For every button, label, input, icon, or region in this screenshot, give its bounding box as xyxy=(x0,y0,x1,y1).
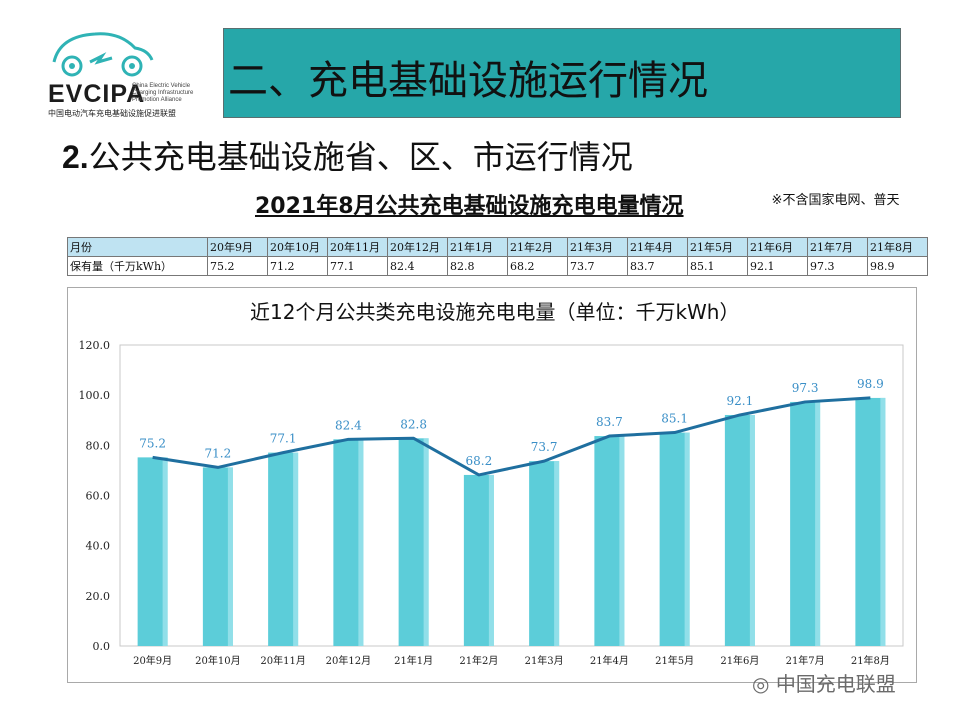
value-cell: 68.2 xyxy=(507,256,568,276)
bar-highlight xyxy=(880,397,886,646)
data-label: 68.2 xyxy=(466,454,493,468)
bar-highlight xyxy=(293,452,299,646)
month-cell: 21年7月 xyxy=(807,237,868,257)
value-cell: 92.1 xyxy=(747,256,808,276)
y-tick-label: 20.0 xyxy=(86,590,111,603)
section-number: 2. xyxy=(62,139,89,175)
value-cell: 82.4 xyxy=(387,256,448,276)
month-cell: 21年1月 xyxy=(447,237,508,257)
table-note: ※不含国家电网、普天 xyxy=(771,193,900,208)
evcipa-logo xyxy=(40,22,200,122)
y-tick-label: 60.0 xyxy=(86,490,111,503)
value-cell: 77.1 xyxy=(327,256,388,276)
x-tick-label: 21年4月 xyxy=(590,654,629,667)
plot-area xyxy=(119,344,904,647)
value-cell: 98.9 xyxy=(867,256,928,276)
logo-name: EVCIPA xyxy=(48,80,146,108)
bar-highlight xyxy=(749,414,755,646)
slide-title: 二、充电基础设施运行情况 xyxy=(228,58,708,104)
y-tick-label: 100.0 xyxy=(79,389,111,402)
x-tick-label: 20年10月 xyxy=(195,654,240,667)
x-tick-label: 21年1月 xyxy=(394,654,433,667)
table-row: 保有量（千万kWh） 75.2 71.2 77.1 82.4 82.8 68.2… xyxy=(67,256,928,276)
value-cell: 82.8 xyxy=(447,256,508,276)
data-label: 98.9 xyxy=(857,377,884,391)
bar-highlight xyxy=(619,436,625,646)
month-cell: 20年12月 xyxy=(387,237,448,257)
section-heading: 2.公共充电基础设施省、区、市运行情况 xyxy=(62,132,633,178)
wechat-icon: ◎ xyxy=(752,672,770,696)
data-label: 75.2 xyxy=(139,436,166,450)
bar-highlight xyxy=(815,401,821,646)
value-cell: 85.1 xyxy=(687,256,748,276)
data-label: 82.4 xyxy=(335,418,362,432)
bar-highlight xyxy=(423,438,429,646)
x-tick-label: 21年7月 xyxy=(786,654,825,667)
y-tick-label: 80.0 xyxy=(86,439,111,452)
row-label-month: 月份 xyxy=(67,237,208,257)
y-tick-label: 40.0 xyxy=(86,540,111,553)
bar-highlight xyxy=(227,467,233,646)
x-tick-label: 20年12月 xyxy=(326,654,371,667)
month-cell: 21年6月 xyxy=(747,237,808,257)
section-title: 公共充电基础设施省、区、市运行情况 xyxy=(88,138,633,176)
data-label: 73.7 xyxy=(531,440,558,454)
x-tick-label: 20年9月 xyxy=(133,654,172,667)
x-tick-label: 21年2月 xyxy=(459,654,498,667)
data-label: 97.3 xyxy=(792,381,819,395)
series-line xyxy=(152,396,871,477)
data-label: 77.1 xyxy=(270,432,297,446)
bar-highlight xyxy=(684,432,690,646)
chart-title: 近12个月公共类充电设施充电电量（单位：千万kWh） xyxy=(250,300,740,324)
watermark: ◎ 中国充电联盟 xyxy=(752,668,896,697)
x-tick-label: 21年3月 xyxy=(525,654,564,667)
x-tick-label: 21年6月 xyxy=(720,654,759,667)
bar-highlight xyxy=(554,461,560,646)
table-title: 2021年8月公共充电基础设施充电电量情况 xyxy=(255,194,684,219)
y-tick-label: 120.0 xyxy=(79,339,111,352)
month-cell: 20年10月 xyxy=(267,237,328,257)
month-cell: 21年2月 xyxy=(507,237,568,257)
table-row: 月份 20年9月 20年10月 20年11月 20年12月 21年1月 21年2… xyxy=(67,237,928,257)
data-label: 85.1 xyxy=(661,412,688,426)
data-label: 83.7 xyxy=(596,415,623,429)
month-cell: 20年11月 xyxy=(327,237,388,257)
data-label: 71.2 xyxy=(205,446,232,460)
value-cell: 83.7 xyxy=(627,256,688,276)
title-bar xyxy=(223,28,901,118)
bar-highlight xyxy=(488,474,494,646)
month-cell: 21年5月 xyxy=(687,237,748,257)
watermark-text: 中国充电联盟 xyxy=(775,672,896,696)
row-label-volume: 保有量（千万kWh） xyxy=(67,256,208,276)
logo-subtitle: China Electric Vehicle Charging Infrastr… xyxy=(132,83,194,103)
value-cell: 75.2 xyxy=(207,256,268,276)
bar-highlight xyxy=(358,439,364,646)
logo-chinese-name: 中国电动汽车充电基础设施促进联盟 xyxy=(48,109,176,118)
y-tick-label: 0.0 xyxy=(93,640,111,653)
x-tick-label: 20年11月 xyxy=(260,654,305,667)
x-tick-label: 21年5月 xyxy=(655,654,694,667)
bar-highlight xyxy=(162,457,168,646)
data-label: 92.1 xyxy=(727,394,754,408)
x-tick-label: 21年8月 xyxy=(851,654,890,667)
data-label: 82.8 xyxy=(400,417,427,431)
data-table: 月份 20年9月 20年10月 20年11月 20年12月 21年1月 21年2… xyxy=(67,237,928,276)
